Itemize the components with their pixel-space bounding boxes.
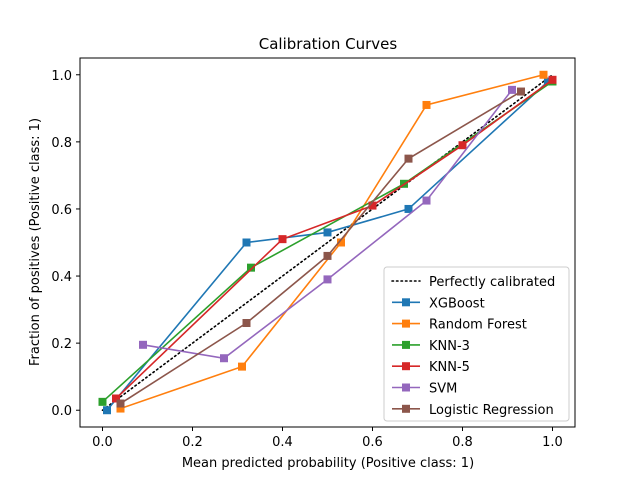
legend-marker-knn-5 [402,362,410,371]
legend-marker-knn-3 [402,340,410,349]
legend-label-svm: SVM [429,382,457,397]
legend-label-knn-5: KNN-5 [429,360,470,375]
series-point-xgboost [544,77,552,86]
axes-frame [79,57,576,428]
series-point-svm [139,340,147,349]
x-tick-label: 0.2 [182,435,203,450]
series-point-xgboost [103,406,111,415]
series-point-xgboost [404,204,413,213]
legend: Perfectly calibrated XGBoost Random Forest… [383,266,570,422]
series-point-svm [508,85,516,94]
series-point-svm [323,275,332,284]
series-point-knn-3 [98,397,107,406]
legend-marker-svm [402,383,410,392]
y-axis-label: Fraction of positives (Positive class: 1… [28,118,43,366]
series-point-knn-5 [278,235,287,244]
legend-marker-random-forest [402,319,410,328]
legend-label-knn-3: KNN-3 [429,339,470,354]
series-point-logistic-regression [404,154,413,163]
legend-box [383,266,570,422]
series-point-knn-5 [458,141,467,150]
series-point-logistic-regression [323,251,332,260]
series-point-knn-5 [548,75,557,84]
series-point-random-forest [116,404,125,413]
reference-line [101,73,554,412]
series-point-random-forest [337,238,345,247]
x-tick-label: 0.8 [452,435,473,450]
legend-label-logistic-regression: Logistic Regression [429,403,554,418]
axis-ticks: 0.0 0.2 0.4 0.6 0.8 1.0 0.0 0.2 0.4 0.6 0.8 1.0 [51,69,563,450]
series-point-logistic-regression [242,319,251,328]
series-point-svm [422,196,431,205]
y-tick-label: 0.6 [51,203,72,218]
y-tick-label: 0.2 [51,337,72,352]
legend-marker-xgboost [402,298,410,307]
series-point-random-forest [539,70,548,79]
chart-title: Calibration Curves [259,35,398,53]
series-point-random-forest [422,100,431,109]
x-tick-label: 0.0 [92,435,113,450]
plot-area [98,70,557,415]
x-tick-label: 0.4 [272,435,293,450]
x-axis-label: Mean predicted probability (Positive cla… [182,456,474,471]
legend-label-random-forest: Random Forest [429,318,527,333]
y-tick-label: 0.0 [51,404,72,419]
y-tick-label: 0.8 [51,136,72,151]
series-point-xgboost [242,238,251,247]
legend-marker-logistic-regression [402,404,410,413]
series-point-knn-5 [112,394,120,403]
x-tick-label: 0.6 [362,435,383,450]
series-point-logistic-regression [116,399,125,408]
series-point-knn-3 [247,263,255,272]
series-point-random-forest [238,362,246,371]
y-tick-label: 1.0 [51,69,72,84]
x-tick-label: 1.0 [542,435,563,450]
series-point-svm [220,354,228,363]
series-point-xgboost [323,228,332,237]
legend-label-perfectly-calibrated: Perfectly calibrated [429,275,555,290]
series-point-knn-5 [368,201,377,210]
series-point-logistic-regression [517,87,525,96]
legend-label-xgboost: XGBoost [429,296,485,311]
y-tick-label: 0.4 [51,270,72,285]
